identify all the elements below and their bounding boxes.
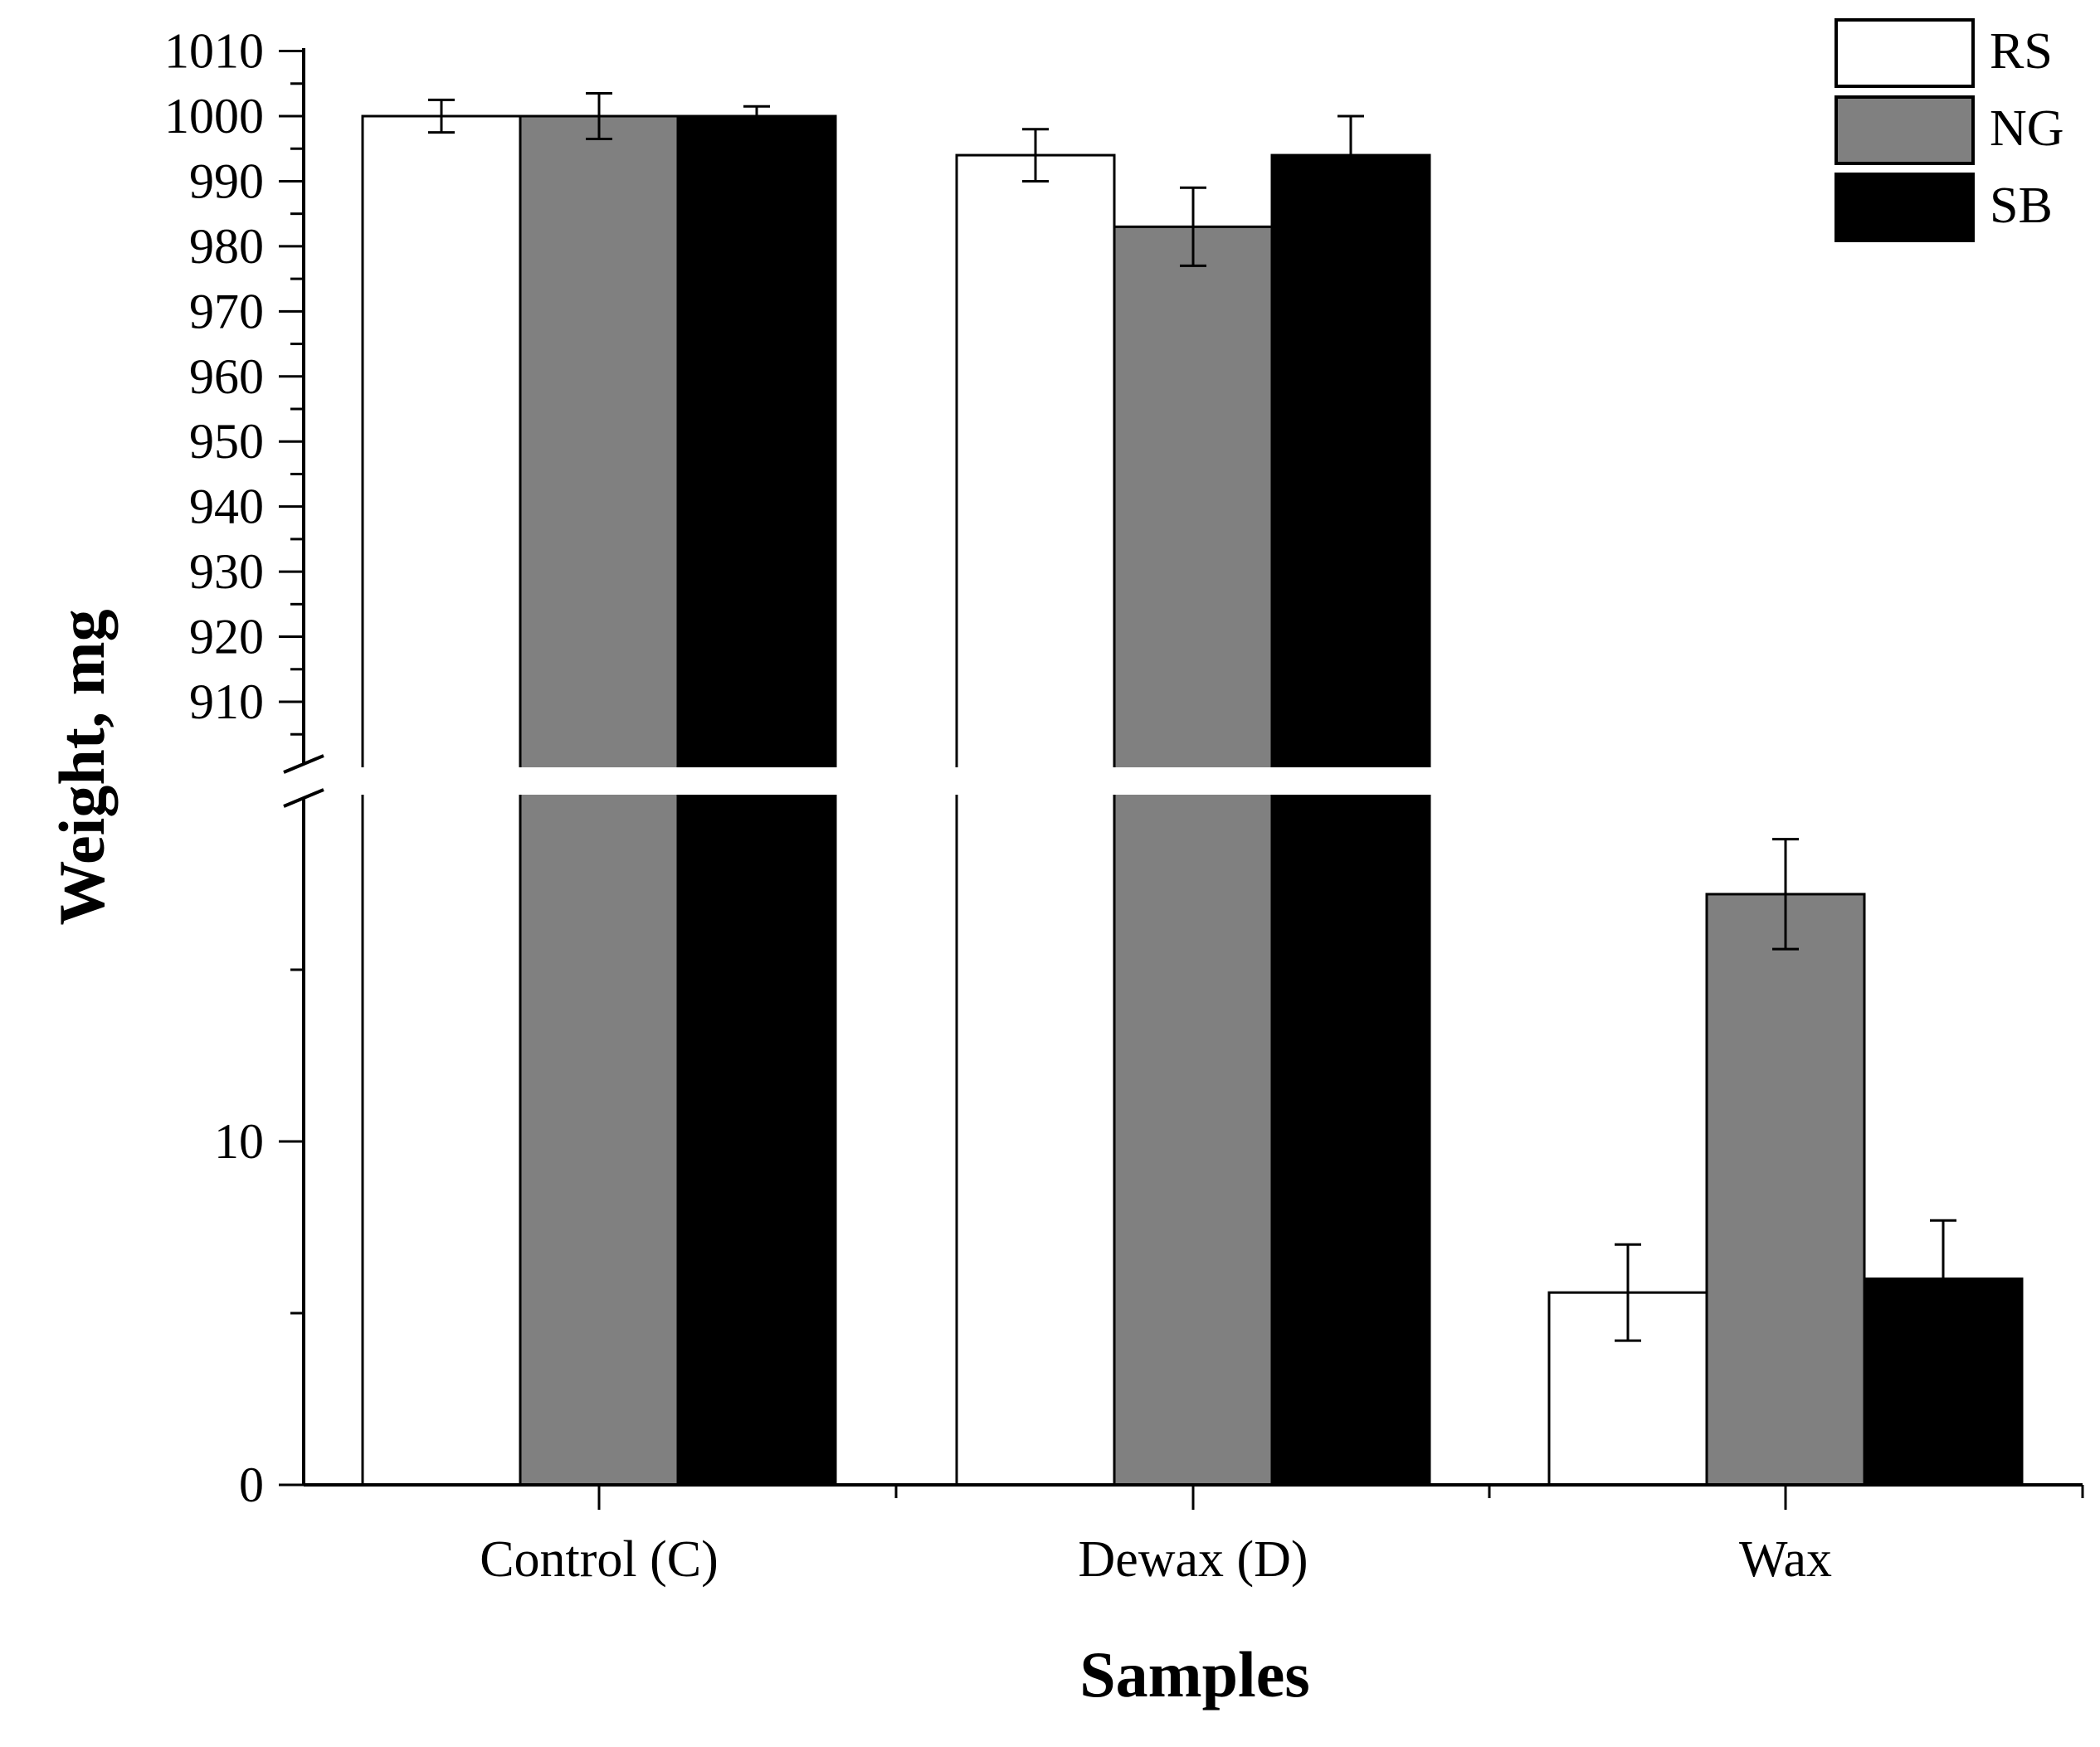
- y-tick-label-0: 0: [239, 1457, 264, 1512]
- legend-swatch-sb: [1834, 173, 1975, 242]
- legend-label-sb: SB: [1990, 178, 2053, 234]
- bar-ng-1: [1113, 225, 1274, 1487]
- x-tick-label-0: Control (C): [480, 1531, 719, 1588]
- y-tick-label-990: 990: [189, 153, 264, 208]
- y-tick-label-950: 950: [189, 414, 264, 469]
- y-tick-label-920: 920: [189, 610, 264, 664]
- error-bar-ng-2: [1772, 838, 1799, 951]
- axis-break-mark-bottom: [283, 788, 324, 808]
- y-tick-label-10: 10: [214, 1114, 264, 1169]
- error-bar-rs-1: [1022, 128, 1049, 182]
- error-bar-ng-0: [586, 92, 612, 140]
- y-tick-label-940: 940: [189, 479, 264, 534]
- error-bar-sb-0: [743, 105, 770, 128]
- y-tick-label-1010: 1010: [164, 24, 264, 79]
- y-axis-title: Weight, mg: [46, 609, 118, 925]
- bar-rs-1: [955, 153, 1116, 1487]
- error-bar-sb-2: [1930, 1219, 1956, 1339]
- axis-break-gap: [295, 767, 2091, 795]
- bar-rs-0: [361, 114, 522, 1487]
- y-tick-label-1000: 1000: [164, 89, 264, 144]
- error-bar-sb-1: [1337, 114, 1364, 196]
- bar-sb-0: [676, 114, 837, 1487]
- error-bar-ng-1: [1180, 186, 1206, 267]
- x-tick-label-2: Wax: [1739, 1531, 1832, 1588]
- y-tick-label-970: 970: [189, 284, 264, 338]
- bar-ng-0: [519, 114, 680, 1487]
- y-tick-label-910: 910: [189, 674, 264, 729]
- x-axis-title: Samples: [1079, 1638, 1309, 1711]
- legend-label-rs: RS: [1990, 23, 2053, 80]
- legend-label-ng: NG: [1990, 100, 2064, 157]
- y-tick-label-980: 980: [189, 219, 264, 274]
- bar-sb-1: [1270, 153, 1431, 1487]
- legend-swatch-ng: [1834, 95, 1975, 165]
- bar-ng-2: [1705, 893, 1866, 1487]
- error-bar-rs-2: [1615, 1243, 1641, 1342]
- x-tick-label-1: Dewax (D): [1078, 1531, 1308, 1588]
- legend-swatch-rs: [1834, 18, 1975, 88]
- axis-break-mark-top: [283, 754, 324, 774]
- y-tick-label-930: 930: [189, 544, 264, 599]
- error-bar-rs-0: [428, 98, 455, 134]
- y-tick-label-960: 960: [189, 349, 264, 404]
